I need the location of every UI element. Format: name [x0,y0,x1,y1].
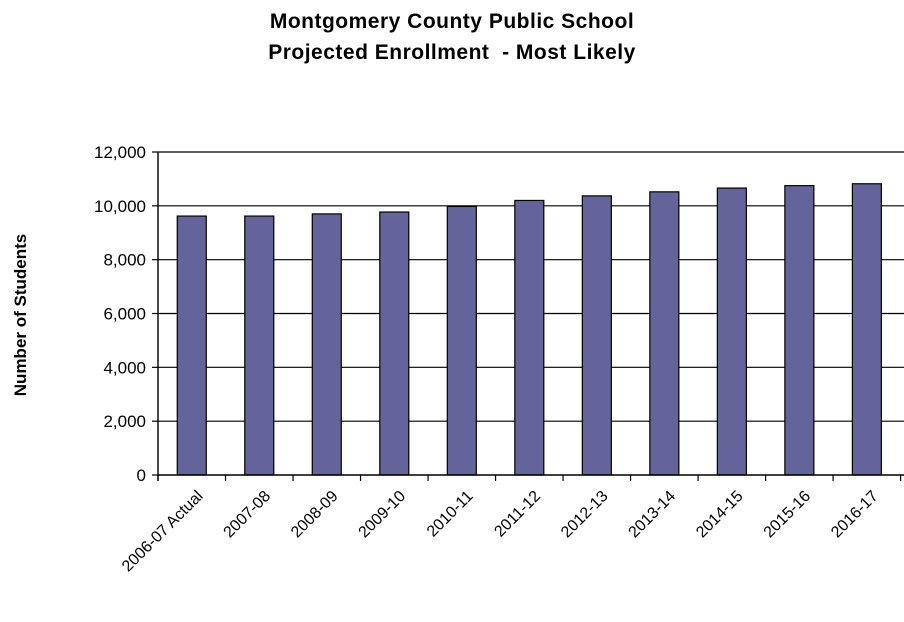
chart-subtitle: Projected Enrollment - Most Likely [268,41,636,64]
x-tick-label: 2013-14 [626,488,680,542]
chart-title-block: Montgomery County Public School Projecte… [0,6,904,68]
y-axis-label: Number of Students [11,234,30,396]
x-tick-label: 2007-08 [221,488,275,542]
x-tick-label: 2016-17 [828,488,882,542]
y-tick-labels: 0 2,000 4,000 6,000 8,000 10,000 12,000 [94,143,146,485]
bar [581,195,612,476]
bar [446,205,477,476]
bar [514,199,545,476]
axes [152,151,904,481]
x-tick-labels: 2006-07 Actual 2007-08 2008-09 2009-10 2010-… [119,488,882,576]
y-tick-label: 12,000 [94,143,146,162]
bar [649,191,680,476]
bar [784,185,815,476]
y-tick-label: 6,000 [103,305,146,324]
chart-title: Montgomery County Public School [269,10,635,33]
x-tick-label: 2008-09 [288,488,342,542]
x-tick-label: 2010-11 [424,488,477,541]
bar [176,215,207,476]
x-tick-label: 2009-10 [356,488,410,542]
y-tick-label: 8,000 [103,251,146,270]
y-tick-label: 10,000 [94,197,146,216]
x-tick-label: 2015-16 [761,488,815,542]
bars [176,183,882,476]
bar [379,211,410,476]
x-tick-label: 2006-07 Actual [119,488,207,576]
bar [311,213,342,476]
x-tick-label: 2011-12 [491,488,544,541]
y-tick-label: 0 [137,466,146,485]
y-tick-label: 2,000 [103,412,146,431]
bar [244,215,275,476]
x-tick-label: 2014-15 [693,488,747,542]
x-tick-label: 2012-13 [558,488,612,542]
bar [851,183,882,476]
bar [716,187,747,476]
y-tick-label: 4,000 [103,358,146,377]
